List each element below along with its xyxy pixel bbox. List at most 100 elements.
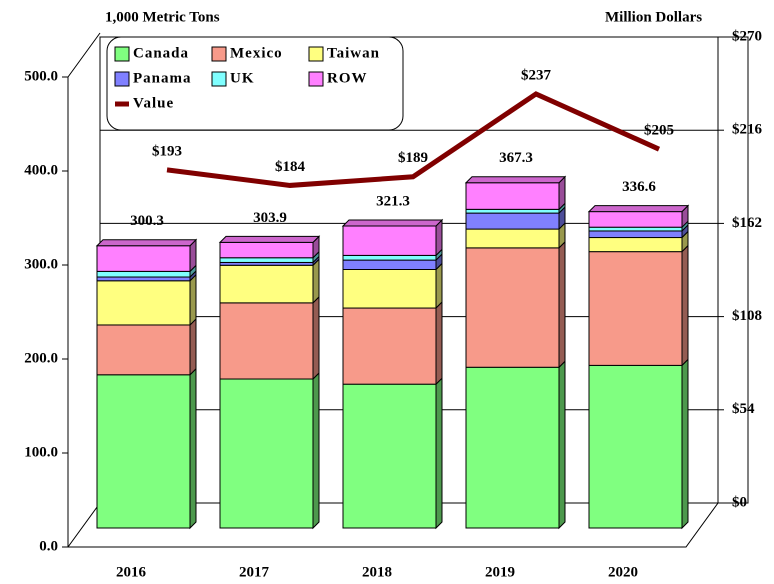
legend-label: Canada	[133, 45, 189, 61]
legend-swatch	[211, 71, 227, 87]
bar-front	[465, 182, 560, 210]
bar-segment	[342, 376, 443, 530]
x-tick-label: 2020	[608, 564, 638, 580]
legend-swatch	[308, 71, 324, 87]
y2-tick-label: $54	[732, 401, 755, 417]
x-tick-label: 2018	[362, 564, 392, 580]
bar-side	[312, 371, 320, 530]
bar-front	[96, 374, 191, 529]
bar-segment	[218, 235, 321, 259]
bar-side	[558, 360, 566, 530]
x-tick-label: 2017	[239, 564, 270, 580]
y-tick-label: 300.0	[24, 256, 58, 272]
y2-tick-label: $270	[732, 28, 762, 44]
bar-front	[588, 237, 683, 253]
total-label: 303.9	[253, 210, 287, 226]
bar-segment	[219, 295, 320, 381]
legend-box	[106, 36, 404, 131]
bar-side	[312, 295, 320, 381]
bar-front	[465, 228, 560, 249]
bar-side	[681, 244, 689, 367]
bar-front	[96, 280, 191, 326]
value-label: $237	[521, 67, 552, 83]
legend-swatch	[211, 46, 227, 62]
bar-front	[96, 276, 191, 282]
bar-segment	[342, 300, 443, 386]
legend-swatch	[308, 46, 324, 62]
x-tick-label: 2019	[485, 564, 515, 580]
bar-segment	[96, 273, 197, 327]
bar-segment	[342, 262, 443, 310]
y-tick-label: 200.0	[24, 350, 58, 366]
bar-front	[219, 378, 314, 529]
legend-label: Taiwan	[327, 45, 380, 61]
bar-front	[465, 247, 560, 368]
bar-front	[219, 264, 314, 304]
value-line	[166, 91, 661, 188]
legend-label: UK	[230, 70, 255, 86]
legend-label: Value	[133, 95, 174, 111]
y2-tick-label: $162	[732, 215, 762, 231]
bar-front	[342, 259, 437, 271]
value-label: $205	[644, 123, 674, 139]
bar-top	[341, 219, 444, 227]
y-axis-title: 1,000 Metric Tons	[105, 9, 220, 25]
bar-front	[219, 257, 314, 263]
bar-front	[465, 208, 560, 214]
bar-front	[588, 211, 683, 228]
x-tick-label: 2016	[116, 564, 147, 580]
value-label: $184	[275, 159, 306, 175]
legend-label: Mexico	[230, 45, 283, 61]
value-label: $189	[398, 150, 428, 166]
bar-segment	[219, 371, 320, 530]
bar-segment	[464, 175, 567, 211]
bar-segment	[465, 240, 566, 369]
legend-label: ROW	[327, 70, 368, 86]
bar-segment	[465, 360, 566, 530]
legend-label: Panama	[133, 70, 192, 86]
bar-front	[219, 302, 314, 380]
bar-front	[342, 383, 437, 529]
bar-segment	[588, 358, 689, 530]
bar-front	[342, 269, 437, 309]
y2-axis-title: Million Dollars	[605, 9, 702, 25]
bar-front	[96, 270, 191, 278]
left-depth	[67, 32, 101, 78]
total-label: 300.3	[130, 213, 164, 229]
bar-front	[342, 254, 437, 261]
bar-segment	[96, 367, 197, 530]
y2-tick-label: $108	[732, 308, 762, 324]
total-label: 367.3	[499, 150, 533, 166]
bar-side	[435, 300, 443, 386]
y-tick-label: 100.0	[24, 444, 58, 460]
bar-front	[465, 212, 560, 230]
bar-segment	[95, 238, 198, 273]
y2-tick-label: $216	[732, 122, 763, 138]
y2-tick-label: $0	[732, 494, 747, 510]
bar-side	[189, 273, 197, 327]
bar-top	[464, 176, 567, 184]
bar-side	[558, 240, 566, 369]
bar-front	[219, 241, 314, 259]
bar-segment	[96, 317, 197, 376]
value-label: $193	[152, 143, 182, 159]
bar-side	[681, 358, 689, 530]
bar-front	[96, 245, 191, 272]
bar-side	[189, 317, 197, 376]
bar-top	[95, 239, 198, 247]
bar-top	[218, 235, 321, 243]
bar-top	[587, 205, 690, 213]
bar-side	[312, 258, 320, 305]
bar-front	[588, 230, 683, 239]
legend-swatch	[114, 46, 130, 62]
bar-side	[435, 376, 443, 530]
bar-segment	[588, 244, 689, 367]
bar-segment	[341, 218, 444, 257]
legend-swatch	[114, 71, 130, 87]
bar-front	[342, 307, 437, 385]
bar-front	[588, 251, 683, 366]
bar-segment	[219, 258, 320, 305]
bar-side	[189, 367, 197, 530]
total-label: 321.3	[376, 193, 410, 209]
